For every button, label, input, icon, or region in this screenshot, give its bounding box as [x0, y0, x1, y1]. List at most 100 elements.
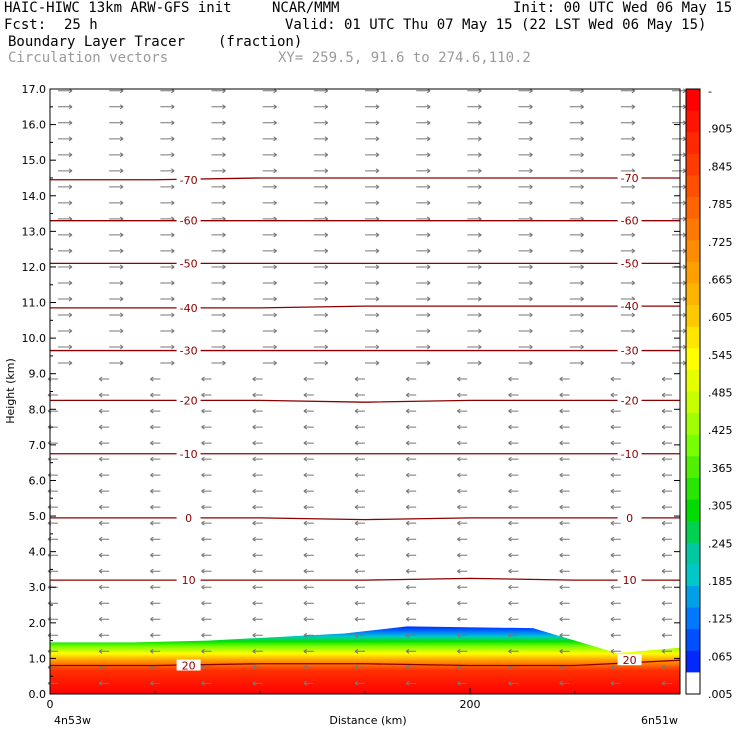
vector-arrow — [303, 584, 314, 590]
vector-arrow — [569, 344, 584, 350]
vector-arrow — [211, 344, 226, 350]
vector-arrow — [467, 328, 482, 334]
contour-label-bg — [176, 659, 201, 671]
vector-arrow — [416, 248, 431, 254]
colorbar-swatch — [686, 542, 700, 565]
vector-arrow — [661, 568, 672, 574]
vector-arrow — [354, 568, 365, 574]
vector-arrow — [365, 184, 380, 190]
vector-arrow — [416, 232, 431, 238]
colorbar-swatch — [686, 305, 700, 328]
vector-arrow — [211, 312, 226, 318]
vector-arrow — [211, 184, 226, 190]
colorbar-swatch — [686, 521, 700, 544]
vector-arrow — [672, 104, 687, 110]
vector-arrow — [303, 456, 314, 462]
vector-arrow — [303, 520, 314, 526]
vector-arrow — [569, 248, 584, 254]
vector-arrow — [98, 680, 110, 686]
vector-arrow — [661, 520, 672, 526]
vector-arrow — [457, 488, 468, 494]
vector-arrow — [201, 424, 212, 430]
vector-arrow — [201, 520, 212, 526]
vector-arrow — [313, 120, 329, 126]
vector-arrow — [109, 200, 124, 206]
vector-arrow — [150, 424, 161, 430]
vector-arrow — [518, 312, 533, 318]
vector-arrow — [559, 680, 570, 686]
colorbar-swatch — [686, 326, 700, 349]
vector-arrow — [467, 264, 482, 270]
vector-arrow — [150, 392, 161, 398]
vector-arrow — [98, 456, 110, 462]
vector-arrow — [252, 456, 263, 462]
y-tick-label: 10.0 — [22, 332, 47, 345]
vector-arrow — [672, 232, 687, 238]
vector-arrow — [620, 280, 636, 286]
vector-arrow — [313, 312, 329, 318]
vector-arrow — [252, 648, 263, 654]
vector-arrow — [365, 104, 380, 110]
colorbar-label: .305 — [708, 500, 733, 513]
y-tick-label: 6.0 — [29, 474, 47, 487]
vector-arrow — [211, 264, 226, 270]
vector-arrow — [109, 248, 124, 254]
vector-arrow — [58, 312, 73, 318]
vector-arrow — [569, 360, 584, 366]
vector-arrow — [467, 200, 482, 206]
vector-arrow — [457, 504, 468, 510]
vector-arrow — [58, 264, 73, 270]
vector-arrow — [508, 632, 519, 638]
vector-arrow — [457, 376, 468, 382]
field-name: Boundary Layer Tracer — [8, 34, 186, 50]
contour-label: -10 — [621, 448, 639, 461]
vector-arrow — [416, 120, 431, 126]
vector-arrow — [620, 328, 636, 334]
vector-arrow — [109, 280, 124, 286]
vector-arrow — [508, 408, 519, 414]
contour-label-bg — [617, 300, 642, 312]
vector-arrow — [467, 136, 482, 142]
contour-label: -40 — [180, 302, 198, 315]
contour-label-bg — [617, 344, 642, 356]
vector-arrow — [201, 376, 212, 382]
vector-arrow — [365, 264, 380, 270]
vector-arrow — [508, 552, 519, 558]
vector-arrow — [518, 296, 533, 302]
vector-arrow — [569, 152, 584, 158]
vector-arrow — [508, 488, 519, 494]
vector-arrow — [150, 536, 161, 542]
vector-arrow — [58, 360, 73, 366]
colorbar-label: .185 — [708, 575, 733, 588]
vector-arrow — [457, 552, 468, 558]
contour-label: 20 — [182, 660, 196, 673]
vector-arrow — [313, 104, 329, 110]
vector-arrow — [508, 376, 519, 382]
vector-arrow — [303, 600, 314, 606]
vector-arrow — [303, 552, 314, 558]
vector-arrow — [98, 600, 110, 606]
vector-arrow — [405, 376, 417, 382]
vector-arrow — [160, 120, 175, 126]
vector-arrow — [508, 424, 519, 430]
vector-arrow — [569, 120, 584, 126]
y-tick-label: 7.0 — [29, 439, 47, 452]
vector-arrow — [201, 664, 212, 670]
vector-arrow — [150, 376, 161, 382]
vector-arrow — [672, 152, 687, 158]
contour-label: -50 — [621, 257, 639, 270]
vector-arrow — [354, 600, 365, 606]
contour-label-bg — [617, 447, 642, 459]
vector-arrow — [508, 520, 519, 526]
vector-arrow — [262, 184, 277, 190]
vector-arrow — [98, 616, 110, 622]
vector-arrow — [160, 264, 175, 270]
vector-arrow — [672, 136, 687, 142]
vector-arrow — [262, 248, 277, 254]
vector-arrow — [262, 152, 277, 158]
vector-arrow — [559, 536, 570, 542]
colorbar-swatch — [686, 413, 700, 436]
vector-arrow — [354, 680, 365, 686]
vector-arrow — [150, 488, 161, 494]
vector-arrow — [518, 232, 533, 238]
